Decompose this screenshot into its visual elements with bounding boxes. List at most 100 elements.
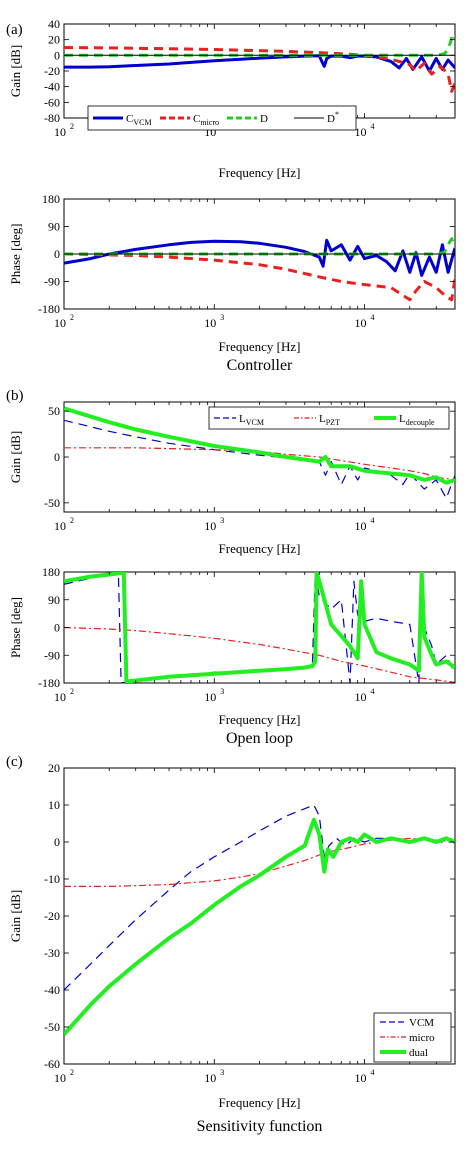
panel-letter-c: (c) xyxy=(6,754,23,770)
y-tick-label: 0 xyxy=(54,247,60,261)
legend-label: L xyxy=(319,413,326,425)
x-tick-exponent: 2 xyxy=(70,687,74,696)
x-tick-label: 10 xyxy=(355,519,367,533)
y-tick-label: 20 xyxy=(48,761,60,775)
x-tick-exponent: 4 xyxy=(371,313,375,322)
legend-label: C xyxy=(193,113,200,125)
y-tick-label: 40 xyxy=(48,17,60,31)
x-tick-label: 10 xyxy=(355,316,367,330)
x-axis-label: Frequency [Hz] xyxy=(219,339,301,354)
legend-box xyxy=(208,406,450,430)
legend-label: L xyxy=(239,413,246,425)
legend-entry: LPZT xyxy=(319,413,340,427)
series-line-1 xyxy=(64,626,455,683)
y-axis-label: Gain [dB] xyxy=(8,45,23,97)
x-tick-label: 10 xyxy=(54,125,66,139)
y-tick-label: 50 xyxy=(48,404,60,418)
legend-label: D xyxy=(327,113,335,125)
legend-subscript: VCM xyxy=(133,118,151,127)
panel-caption: Open loop xyxy=(226,730,293,747)
x-axis-label: Frequency [Hz] xyxy=(219,541,301,556)
y-tick-label: 10 xyxy=(48,798,60,812)
y-axis-label: Gain [dB] xyxy=(8,431,23,483)
y-tick-label: 0 xyxy=(54,450,60,464)
series-line-0 xyxy=(64,238,455,277)
x-tick-label: 10 xyxy=(204,690,216,704)
legend-entry: LVCM xyxy=(239,413,264,427)
y-axis-label: Phase [deg] xyxy=(8,223,23,284)
y-tick-label: -40 xyxy=(44,983,60,997)
panel-caption: Controller xyxy=(227,357,293,374)
x-tick-exponent: 2 xyxy=(70,516,74,525)
y-tick-label: -60 xyxy=(44,1057,60,1071)
y-tick-label: -180 xyxy=(38,676,60,690)
x-tick-label: 10 xyxy=(54,690,66,704)
series-line-1 xyxy=(64,252,455,302)
x-tick-exponent: 3 xyxy=(220,516,224,525)
series-line-2 xyxy=(64,572,455,683)
axes-frame xyxy=(63,23,456,119)
legend-subscript: PZT xyxy=(326,418,340,427)
x-tick-exponent: 3 xyxy=(220,313,224,322)
legend-subscript: micro xyxy=(200,118,219,127)
panel-letter-a: (a) xyxy=(6,22,23,38)
series-line-2 xyxy=(64,817,455,1036)
x-tick-exponent: 4 xyxy=(371,516,375,525)
y-tick-label: 0 xyxy=(54,835,60,849)
x-axis-label: Frequency [Hz] xyxy=(219,1095,301,1110)
x-tick-exponent: 4 xyxy=(371,122,375,131)
series-line-1 xyxy=(64,46,455,93)
legend-label: dual xyxy=(409,1047,428,1059)
legend-box xyxy=(87,105,357,131)
x-tick-label: 10 xyxy=(204,316,216,330)
y-tick-label: -60 xyxy=(44,95,60,109)
legend-superscript: * xyxy=(335,110,339,119)
x-axis-label: Frequency [Hz] xyxy=(219,712,301,727)
y-axis-label: Phase [deg] xyxy=(8,597,23,658)
y-tick-label: -30 xyxy=(44,946,60,960)
y-axis-label: Gain [dB] xyxy=(8,890,23,942)
legend-label: VCM xyxy=(409,1017,434,1029)
y-tick-label: -90 xyxy=(44,275,60,289)
legend-entry: D* xyxy=(327,110,339,125)
panel-letter-b: (b) xyxy=(6,388,24,404)
x-tick-label: 10 xyxy=(54,519,66,533)
panel-caption: Sensitivity function xyxy=(197,1118,323,1135)
x-tick-label: 10 xyxy=(355,1071,367,1085)
x-tick-exponent: 3 xyxy=(220,687,224,696)
series-line-0 xyxy=(64,419,455,499)
x-tick-exponent: 2 xyxy=(70,1068,74,1077)
y-tick-label: 180 xyxy=(42,192,60,206)
legend-label: micro xyxy=(409,1032,435,1044)
series-line-2 xyxy=(64,406,455,485)
legend-entry: Ldecouple xyxy=(399,413,435,427)
y-tick-label: -40 xyxy=(44,80,60,94)
legend-label: C xyxy=(126,113,133,125)
y-tick-label: -50 xyxy=(44,496,60,510)
x-tick-exponent: 2 xyxy=(70,122,74,131)
legend-label: D xyxy=(260,113,268,125)
y-tick-label: 0 xyxy=(54,48,60,62)
legend-entry: Cmicro xyxy=(193,113,219,127)
y-tick-label: -90 xyxy=(44,648,60,662)
x-tick-label: 10 xyxy=(355,125,367,139)
x-tick-exponent: 2 xyxy=(70,313,74,322)
y-tick-label: 90 xyxy=(48,220,60,234)
y-tick-label: -50 xyxy=(44,1020,60,1034)
legend-entry: VCM xyxy=(409,1017,434,1029)
legend-subscript: decouple xyxy=(406,418,435,427)
x-axis-label: Frequency [Hz] xyxy=(219,165,301,180)
x-tick-exponent: 4 xyxy=(371,1068,375,1077)
y-tick-label: -10 xyxy=(44,872,60,886)
y-tick-label: -20 xyxy=(44,64,60,78)
x-tick-label: 10 xyxy=(204,1071,216,1085)
y-tick-label: -180 xyxy=(38,302,60,316)
legend-entry: micro xyxy=(409,1032,435,1044)
legend-subscript: VCM xyxy=(246,418,264,427)
y-tick-label: -80 xyxy=(44,111,60,125)
plot-b-phase: 10 2 10 3 10 4 180 90 0 -90 -180 Frequency [Hz] Phas… xyxy=(8,565,456,747)
x-tick-label: 10 xyxy=(204,519,216,533)
y-tick-label: 180 xyxy=(42,565,60,579)
